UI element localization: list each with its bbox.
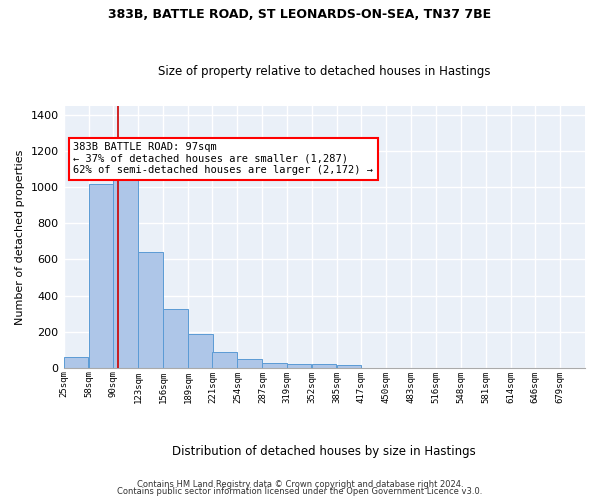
Y-axis label: Number of detached properties: Number of detached properties — [15, 149, 25, 324]
Bar — [163, 309, 188, 368]
Bar — [262, 364, 287, 368]
Title: Size of property relative to detached houses in Hastings: Size of property relative to detached ho… — [158, 66, 491, 78]
Bar — [188, 334, 212, 368]
Text: 383B BATTLE ROAD: 97sqm
← 37% of detached houses are smaller (1,287)
62% of semi: 383B BATTLE ROAD: 97sqm ← 37% of detache… — [73, 142, 373, 176]
Bar — [212, 352, 237, 368]
Text: Contains public sector information licensed under the Open Government Licence v3: Contains public sector information licen… — [118, 487, 482, 496]
Bar — [312, 364, 337, 368]
Text: 383B, BATTLE ROAD, ST LEONARDS-ON-SEA, TN37 7BE: 383B, BATTLE ROAD, ST LEONARDS-ON-SEA, T… — [109, 8, 491, 20]
Bar — [113, 169, 137, 368]
Bar — [287, 364, 311, 368]
Text: Contains HM Land Registry data © Crown copyright and database right 2024.: Contains HM Land Registry data © Crown c… — [137, 480, 463, 489]
Bar — [138, 252, 163, 368]
X-axis label: Distribution of detached houses by size in Hastings: Distribution of detached houses by size … — [172, 444, 476, 458]
Bar — [238, 360, 262, 368]
Bar — [89, 184, 113, 368]
Bar — [337, 364, 361, 368]
Bar — [64, 357, 88, 368]
